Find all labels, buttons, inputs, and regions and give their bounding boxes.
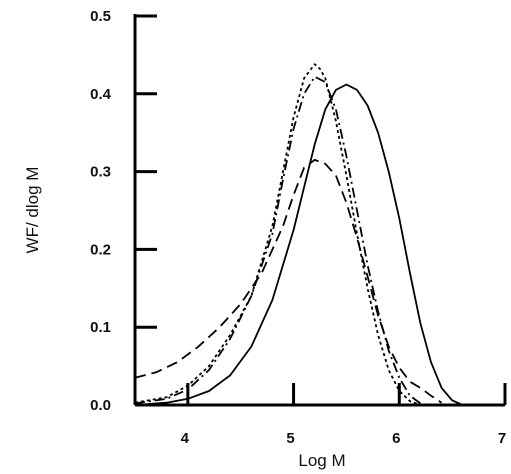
y-tick-label: 0.5 — [90, 8, 111, 25]
series-line-solid — [134, 83, 505, 406]
y-tick-label: 0.1 — [90, 319, 111, 336]
y-tick-label: 0.4 — [90, 86, 112, 103]
x-tick-label: 6 — [392, 430, 400, 447]
x-axis-title: Log M — [298, 451, 345, 470]
x-tick-label: 7 — [498, 430, 506, 447]
x-tick-label: 4 — [181, 430, 190, 447]
series-line-dash-dot — [134, 75, 421, 405]
series-line-dotted — [134, 63, 421, 406]
series-line-dashed — [134, 158, 443, 404]
y-tick-label: 0.2 — [90, 241, 111, 258]
axes-layer — [133, 14, 507, 407]
x-tick-label: 5 — [286, 430, 294, 447]
y-tick-label: 0.3 — [90, 164, 111, 181]
y-axis-title: WF/ dlog M — [23, 167, 42, 254]
series-layer — [134, 63, 505, 406]
y-tick-label: 0.0 — [90, 397, 111, 414]
labels-layer: 0.0 0.1 0.2 0.3 0.4 0.5 4 5 6 7 — [90, 8, 506, 447]
